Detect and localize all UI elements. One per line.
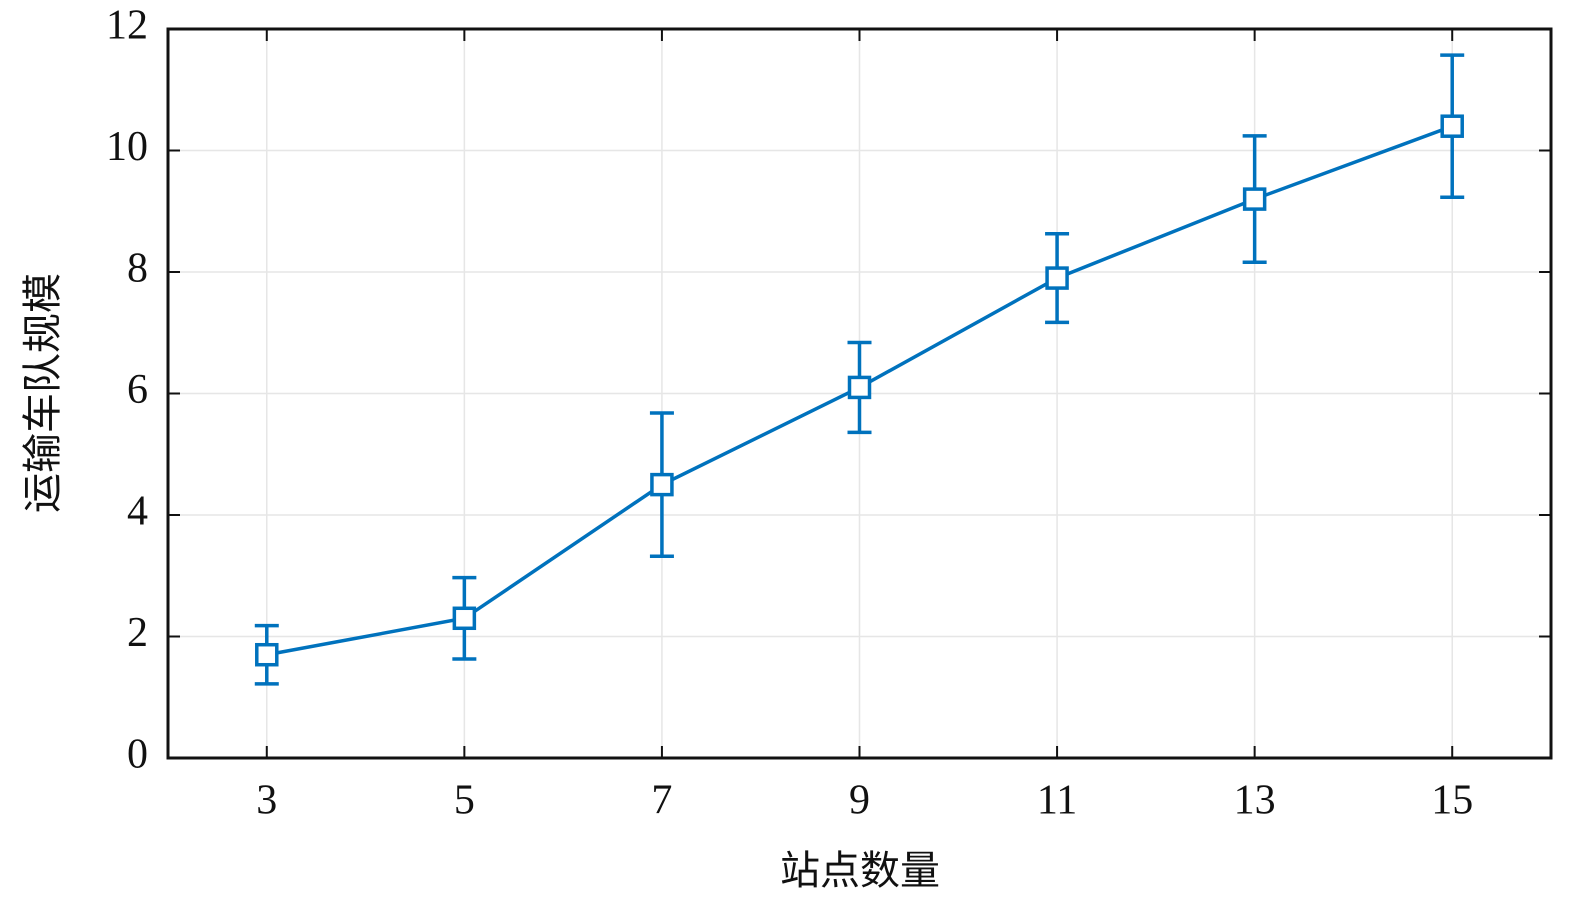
- plot-frame: [166, 27, 1553, 760]
- x-tick-label: 3: [256, 778, 277, 824]
- marker: [1440, 114, 1464, 138]
- x-tick-label: 9: [849, 778, 870, 824]
- y-tick-label: 6: [127, 367, 148, 413]
- x-tick-label: 7: [651, 778, 672, 824]
- x-axis-label: 站点数量: [780, 848, 940, 894]
- x-tick-label: 11: [1037, 778, 1077, 824]
- marker: [847, 375, 872, 400]
- y-tick-label: 4: [127, 489, 148, 535]
- y-tick-label: 10: [106, 124, 148, 170]
- marker: [1045, 266, 1069, 290]
- y-tick-label: 12: [106, 3, 148, 49]
- x-tick-label: 13: [1234, 778, 1276, 824]
- marker: [255, 642, 279, 667]
- y-axis-label: 运输车队规模: [20, 273, 66, 513]
- y-tick-label: 0: [127, 732, 148, 778]
- y-tick-label: 2: [127, 610, 148, 656]
- marker: [650, 472, 674, 497]
- x-tick-label: 5: [454, 778, 475, 824]
- y-tick-label: 8: [127, 246, 148, 292]
- marker: [1242, 187, 1267, 211]
- marker: [452, 606, 477, 631]
- x-tick-label: 15: [1431, 778, 1473, 824]
